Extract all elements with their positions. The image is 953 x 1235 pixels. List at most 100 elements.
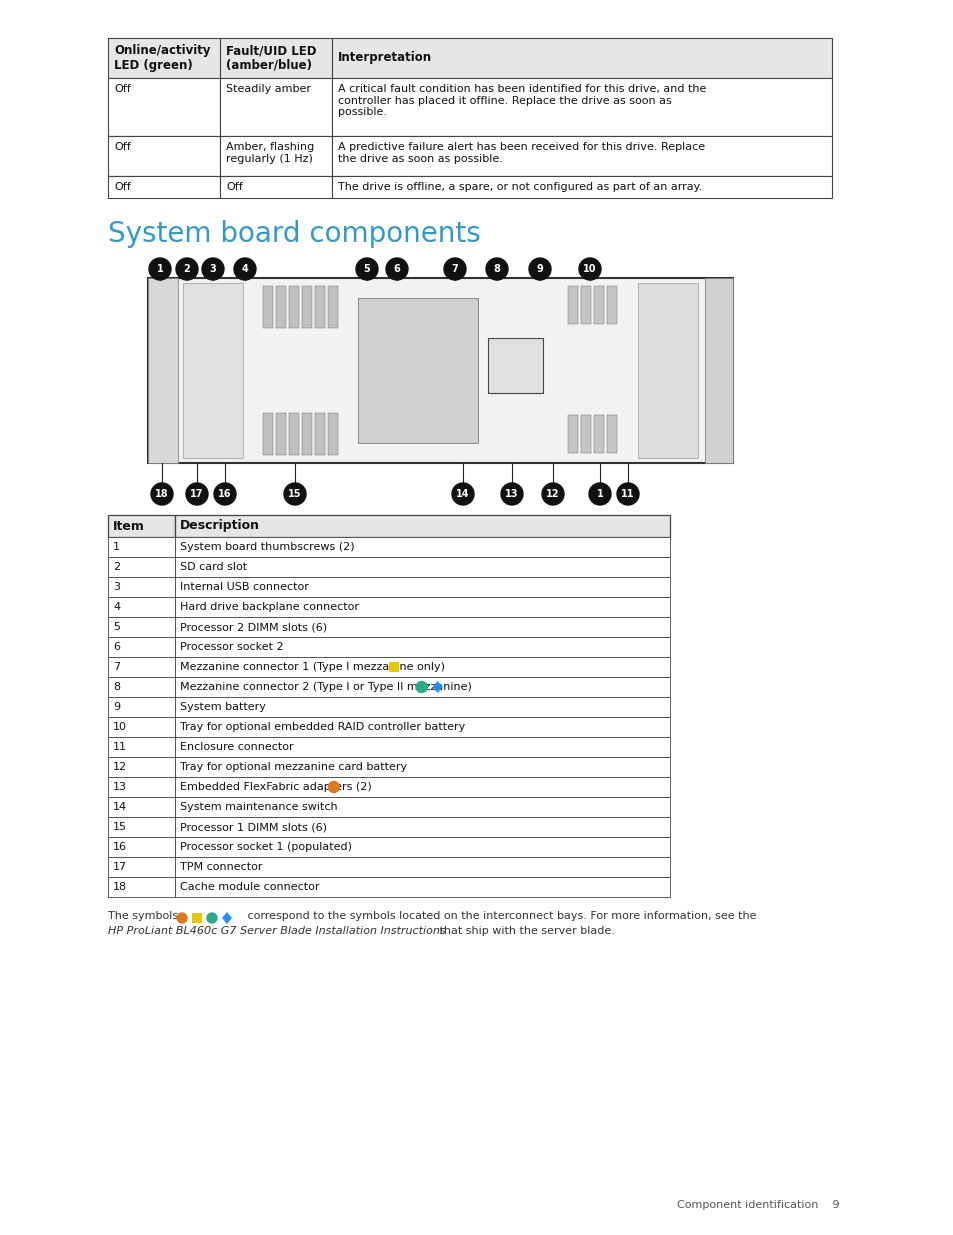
FancyBboxPatch shape bbox=[108, 818, 174, 837]
Text: 4: 4 bbox=[241, 264, 248, 274]
FancyBboxPatch shape bbox=[580, 287, 590, 324]
FancyBboxPatch shape bbox=[108, 777, 174, 797]
Text: Embedded FlexFabric adapters (2): Embedded FlexFabric adapters (2) bbox=[180, 782, 372, 792]
FancyBboxPatch shape bbox=[328, 412, 337, 454]
FancyBboxPatch shape bbox=[174, 597, 669, 618]
FancyBboxPatch shape bbox=[275, 287, 286, 329]
FancyBboxPatch shape bbox=[488, 338, 542, 393]
Text: 8: 8 bbox=[112, 682, 120, 692]
Circle shape bbox=[151, 483, 172, 505]
Text: System board thumbscrews (2): System board thumbscrews (2) bbox=[180, 542, 355, 552]
FancyBboxPatch shape bbox=[174, 557, 669, 577]
FancyBboxPatch shape bbox=[108, 677, 174, 697]
Text: that ship with the server blade.: that ship with the server blade. bbox=[436, 926, 615, 936]
Circle shape bbox=[233, 258, 255, 280]
FancyBboxPatch shape bbox=[174, 818, 669, 837]
Text: TPM connector: TPM connector bbox=[180, 862, 262, 872]
Circle shape bbox=[452, 483, 474, 505]
Text: Hard drive backplane connector: Hard drive backplane connector bbox=[180, 601, 358, 613]
FancyBboxPatch shape bbox=[275, 412, 286, 454]
FancyBboxPatch shape bbox=[108, 136, 220, 177]
FancyBboxPatch shape bbox=[220, 38, 332, 78]
Text: 16: 16 bbox=[112, 842, 127, 852]
Circle shape bbox=[578, 258, 600, 280]
FancyBboxPatch shape bbox=[174, 877, 669, 897]
Text: 6: 6 bbox=[394, 264, 400, 274]
FancyBboxPatch shape bbox=[704, 278, 732, 463]
Text: Mezzanine connector 2 (Type I or Type II mezzanine): Mezzanine connector 2 (Type I or Type II… bbox=[180, 682, 472, 692]
Text: The symbols: The symbols bbox=[108, 911, 178, 921]
Text: Interpretation: Interpretation bbox=[337, 52, 432, 64]
FancyBboxPatch shape bbox=[174, 618, 669, 637]
FancyBboxPatch shape bbox=[332, 177, 831, 198]
Text: Online/activity
LED (green): Online/activity LED (green) bbox=[113, 44, 211, 72]
Text: 15: 15 bbox=[288, 489, 301, 499]
FancyBboxPatch shape bbox=[174, 697, 669, 718]
Circle shape bbox=[207, 913, 216, 923]
FancyBboxPatch shape bbox=[332, 38, 831, 78]
FancyBboxPatch shape bbox=[148, 278, 178, 463]
Text: 5: 5 bbox=[363, 264, 370, 274]
FancyBboxPatch shape bbox=[108, 637, 174, 657]
Text: 14: 14 bbox=[456, 489, 469, 499]
FancyBboxPatch shape bbox=[108, 837, 174, 857]
Text: 1: 1 bbox=[156, 264, 163, 274]
FancyBboxPatch shape bbox=[638, 283, 698, 458]
FancyBboxPatch shape bbox=[220, 136, 332, 177]
FancyBboxPatch shape bbox=[289, 412, 298, 454]
Polygon shape bbox=[432, 680, 442, 693]
Circle shape bbox=[500, 483, 522, 505]
Text: Tray for optional embedded RAID controller battery: Tray for optional embedded RAID controll… bbox=[180, 722, 465, 732]
FancyBboxPatch shape bbox=[108, 797, 174, 818]
FancyBboxPatch shape bbox=[174, 537, 669, 557]
Text: The drive is offline, a spare, or not configured as part of an array.: The drive is offline, a spare, or not co… bbox=[337, 182, 701, 191]
Text: 9: 9 bbox=[112, 701, 120, 713]
Text: HP ProLiant BL460c G7 Server Blade Installation Instructions: HP ProLiant BL460c G7 Server Blade Insta… bbox=[108, 926, 445, 936]
Text: Off: Off bbox=[226, 182, 242, 191]
FancyBboxPatch shape bbox=[332, 78, 831, 136]
Circle shape bbox=[202, 258, 224, 280]
Text: 16: 16 bbox=[218, 489, 232, 499]
Circle shape bbox=[175, 258, 198, 280]
FancyBboxPatch shape bbox=[174, 857, 669, 877]
Text: Enclosure connector: Enclosure connector bbox=[180, 742, 294, 752]
FancyBboxPatch shape bbox=[108, 857, 174, 877]
FancyBboxPatch shape bbox=[174, 837, 669, 857]
FancyBboxPatch shape bbox=[174, 777, 669, 797]
FancyBboxPatch shape bbox=[108, 718, 174, 737]
Circle shape bbox=[149, 258, 171, 280]
FancyBboxPatch shape bbox=[108, 618, 174, 637]
FancyBboxPatch shape bbox=[174, 737, 669, 757]
Text: Item: Item bbox=[112, 520, 145, 532]
Circle shape bbox=[177, 913, 187, 923]
Polygon shape bbox=[222, 911, 232, 924]
Text: 2: 2 bbox=[183, 264, 191, 274]
Text: Off: Off bbox=[113, 84, 131, 94]
FancyBboxPatch shape bbox=[314, 287, 325, 329]
FancyBboxPatch shape bbox=[332, 136, 831, 177]
Circle shape bbox=[485, 258, 507, 280]
Text: 1: 1 bbox=[112, 542, 120, 552]
FancyBboxPatch shape bbox=[302, 287, 312, 329]
FancyBboxPatch shape bbox=[108, 657, 174, 677]
FancyBboxPatch shape bbox=[174, 515, 669, 537]
FancyBboxPatch shape bbox=[328, 287, 337, 329]
Text: System battery: System battery bbox=[180, 701, 266, 713]
Text: 10: 10 bbox=[582, 264, 597, 274]
FancyBboxPatch shape bbox=[220, 177, 332, 198]
Text: Description: Description bbox=[180, 520, 260, 532]
Circle shape bbox=[588, 483, 610, 505]
Text: 8: 8 bbox=[493, 264, 500, 274]
Circle shape bbox=[443, 258, 465, 280]
Text: correspond to the symbols located on the interconnect bays. For more information: correspond to the symbols located on the… bbox=[244, 911, 756, 921]
Text: Processor socket 2: Processor socket 2 bbox=[180, 642, 283, 652]
FancyBboxPatch shape bbox=[174, 797, 669, 818]
Text: System maintenance switch: System maintenance switch bbox=[180, 802, 337, 811]
Text: 12: 12 bbox=[546, 489, 559, 499]
Text: System board components: System board components bbox=[108, 220, 480, 248]
Text: 3: 3 bbox=[112, 582, 120, 592]
FancyBboxPatch shape bbox=[108, 577, 174, 597]
FancyBboxPatch shape bbox=[183, 283, 243, 458]
Text: Off: Off bbox=[113, 142, 131, 152]
FancyBboxPatch shape bbox=[174, 637, 669, 657]
